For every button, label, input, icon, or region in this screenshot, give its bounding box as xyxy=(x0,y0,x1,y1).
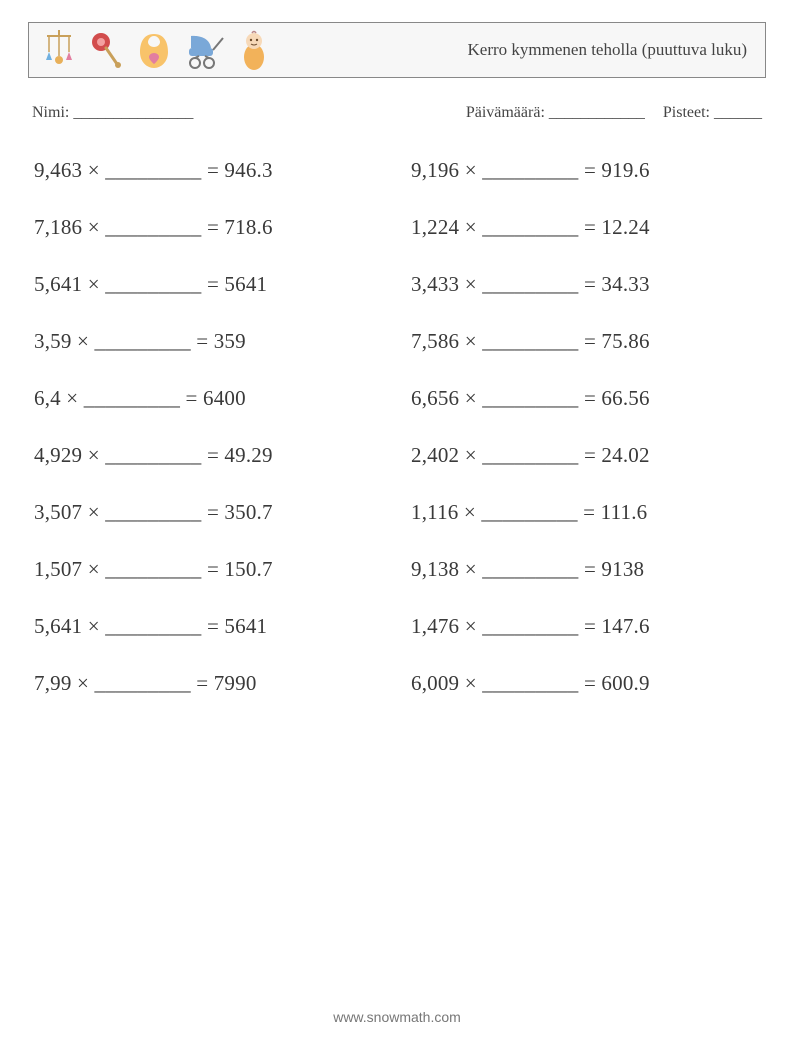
problem-item: 6,4 × _________ = 6400 xyxy=(34,386,383,411)
problem-item: 1,224 × _________ = 12.24 xyxy=(411,215,760,240)
mobile-icon xyxy=(41,30,77,70)
header-icons xyxy=(41,29,269,71)
baby-icon xyxy=(239,29,269,71)
date-field-label: Päivämäärä: ____________ xyxy=(466,104,645,122)
problem-item: 5,641 × _________ = 5641 xyxy=(34,272,383,297)
problems-grid: 9,463 × _________ = 946.3 9,196 × _______… xyxy=(28,158,766,696)
problem-item: 1,507 × _________ = 150.7 xyxy=(34,557,383,582)
problem-item: 5,641 × _________ = 5641 xyxy=(34,614,383,639)
problem-item: 3,433 × _________ = 34.33 xyxy=(411,272,760,297)
problem-item: 9,463 × _________ = 946.3 xyxy=(34,158,383,183)
problem-item: 4,929 × _________ = 49.29 xyxy=(34,443,383,468)
problem-item: 3,507 × _________ = 350.7 xyxy=(34,500,383,525)
problem-item: 7,586 × _________ = 75.86 xyxy=(411,329,760,354)
rattle-icon xyxy=(89,30,123,70)
problem-item: 1,116 × _________ = 111.6 xyxy=(411,500,760,525)
problem-item: 7,99 × _________ = 7990 xyxy=(34,671,383,696)
problem-item: 6,009 × _________ = 600.9 xyxy=(411,671,760,696)
bib-icon xyxy=(135,30,173,70)
worksheet-header: Kerro kymmenen teholla (puuttuva luku) xyxy=(28,22,766,78)
footer-url: www.snowmath.com xyxy=(0,1009,794,1025)
problem-item: 7,186 × _________ = 718.6 xyxy=(34,215,383,240)
problem-item: 9,196 × _________ = 919.6 xyxy=(411,158,760,183)
meta-right: Päivämäärä: ____________ Pisteet: ______ xyxy=(466,104,762,122)
stroller-icon xyxy=(185,30,227,70)
name-field-label: Nimi: _______________ xyxy=(32,104,193,122)
problem-item: 1,476 × _________ = 147.6 xyxy=(411,614,760,639)
meta-row: Nimi: _______________ Päivämäärä: ______… xyxy=(28,104,766,122)
problem-item: 3,59 × _________ = 359 xyxy=(34,329,383,354)
worksheet-title: Kerro kymmenen teholla (puuttuva luku) xyxy=(468,40,753,60)
problem-item: 6,656 × _________ = 66.56 xyxy=(411,386,760,411)
problem-item: 9,138 × _________ = 9138 xyxy=(411,557,760,582)
score-field-label: Pisteet: ______ xyxy=(663,104,762,122)
problem-item: 2,402 × _________ = 24.02 xyxy=(411,443,760,468)
